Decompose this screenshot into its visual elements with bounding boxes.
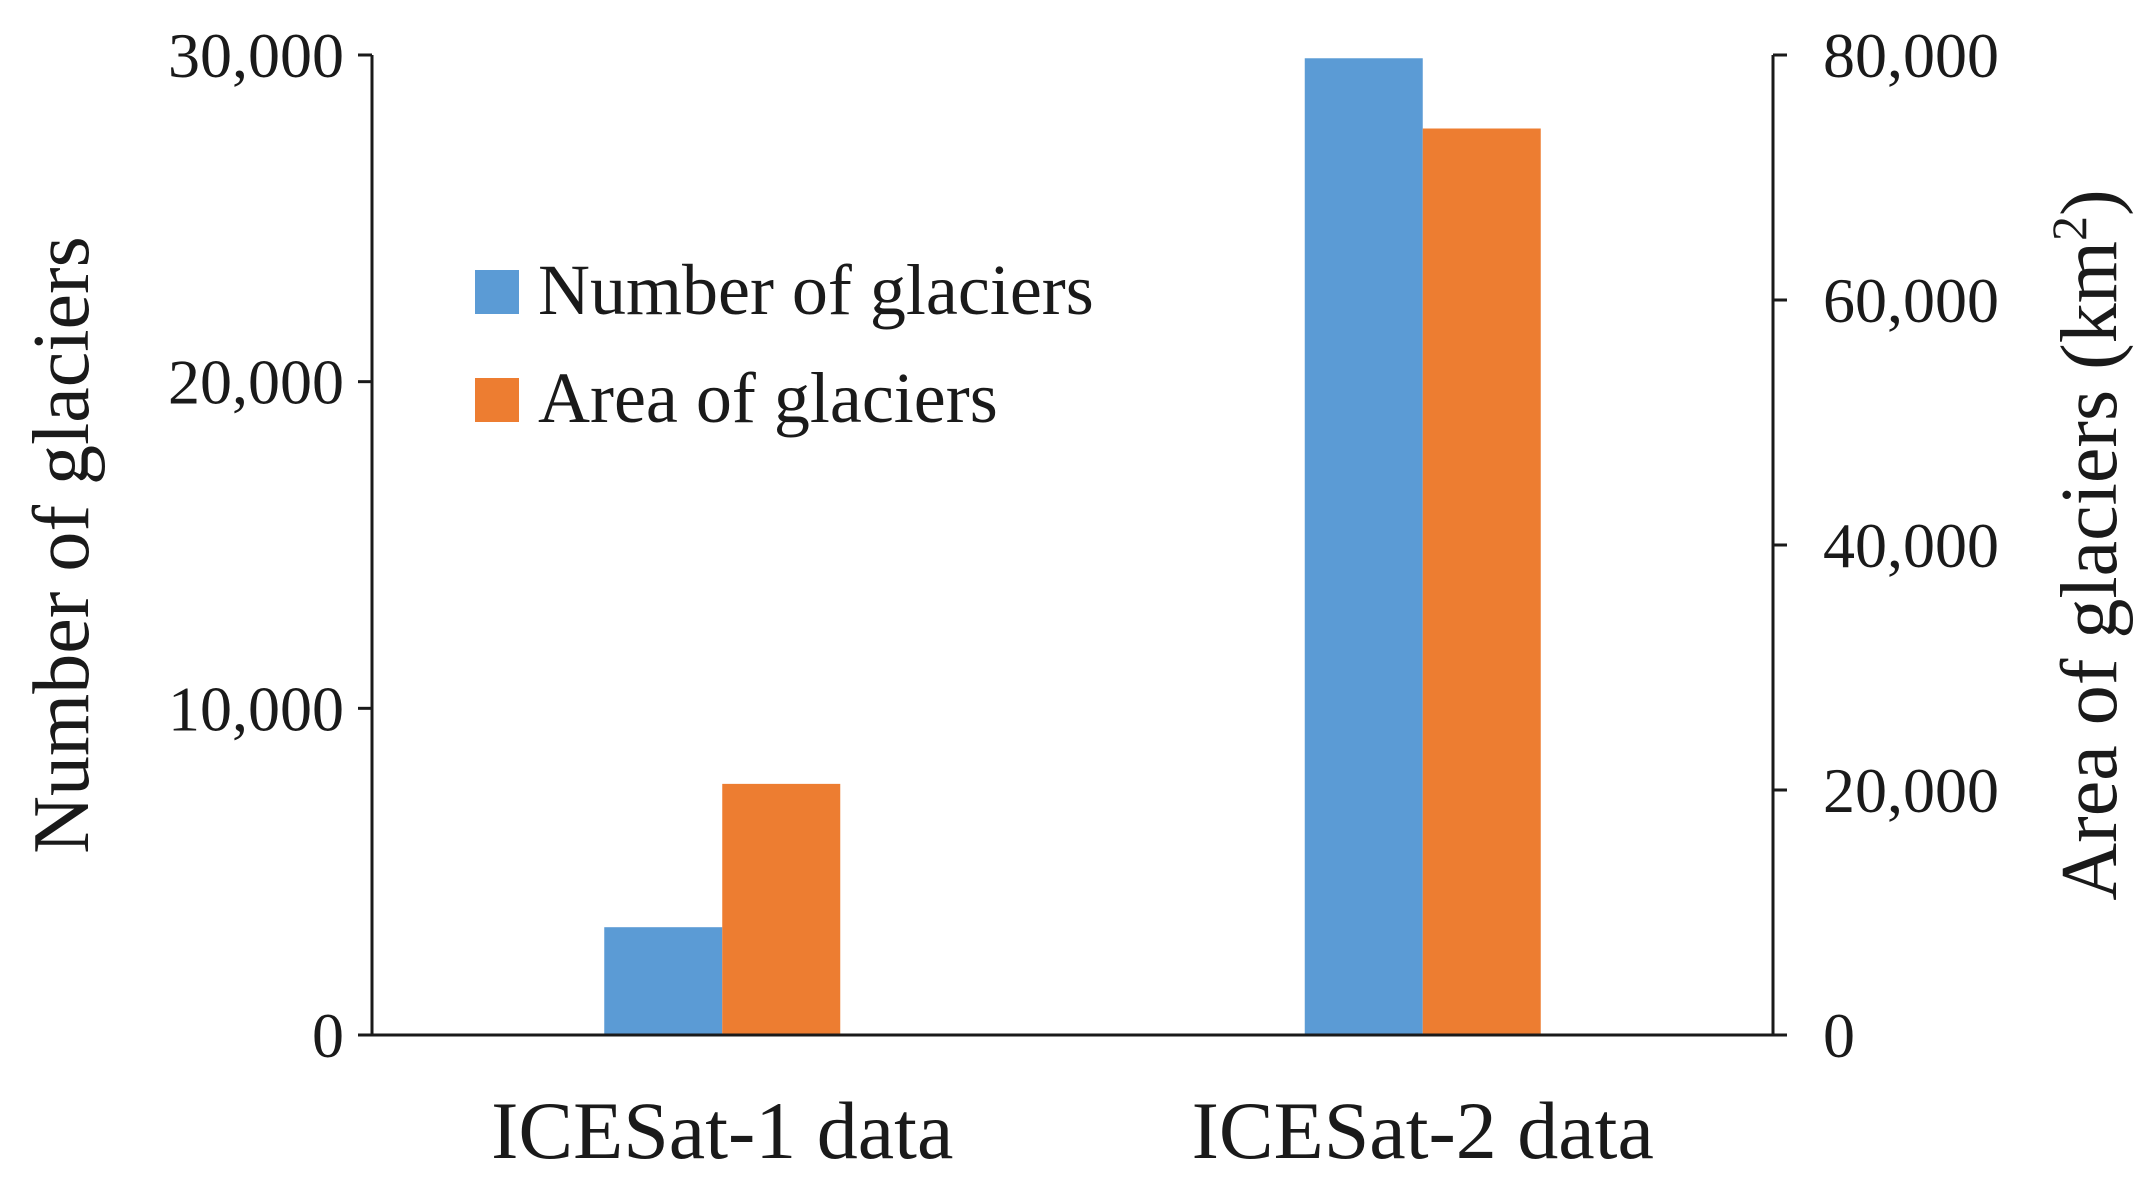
axes bbox=[370, 55, 1775, 1037]
category-label: ICESat-1 data bbox=[491, 1085, 953, 1176]
left-tick-label: 10,000 bbox=[168, 673, 344, 744]
left-tick-label: 20,000 bbox=[168, 347, 344, 418]
left-tick-label: 30,000 bbox=[168, 20, 344, 91]
right-y-axis-title-close: ) bbox=[2046, 189, 2134, 216]
right-tick-label: 60,000 bbox=[1823, 265, 1999, 336]
category-labels: ICESat-1 data ICESat-2 data bbox=[491, 1085, 1654, 1176]
legend-label-number: Number of glaciers bbox=[538, 250, 1094, 330]
bar-number-2 bbox=[1304, 58, 1423, 1036]
legend-swatch-number bbox=[475, 270, 519, 314]
right-tick-label: 80,000 bbox=[1823, 20, 1999, 91]
plot-area bbox=[604, 58, 1541, 1036]
legend: Number of glaciers Area of glaciers bbox=[475, 250, 1094, 438]
right-y-axis-title: Area of glaciers (km2) bbox=[2041, 189, 2134, 900]
legend-label-area: Area of glaciers bbox=[538, 358, 998, 438]
right-tick-label: 40,000 bbox=[1823, 510, 1999, 581]
right-tick-label: 0 bbox=[1823, 1000, 1855, 1071]
legend-swatch-area bbox=[475, 378, 519, 422]
right-y-axis-title-main: Area of glaciers (km bbox=[2046, 241, 2134, 901]
right-y-axis-title-superscript: 2 bbox=[2041, 216, 2097, 241]
left-tick-label: 0 bbox=[312, 1000, 344, 1071]
bar-area-2 bbox=[1422, 128, 1541, 1035]
bar-area-1 bbox=[722, 783, 841, 1035]
left-y-axis-title: Number of glaciers bbox=[18, 236, 106, 854]
right-tick-label: 20,000 bbox=[1823, 755, 1999, 826]
category-label: ICESat-2 data bbox=[1192, 1085, 1654, 1176]
bar-number-1 bbox=[604, 927, 723, 1035]
ticks: 0 10,000 20,000 30,000 0 20,000 40,000 60,000 80… bbox=[168, 20, 1999, 1071]
